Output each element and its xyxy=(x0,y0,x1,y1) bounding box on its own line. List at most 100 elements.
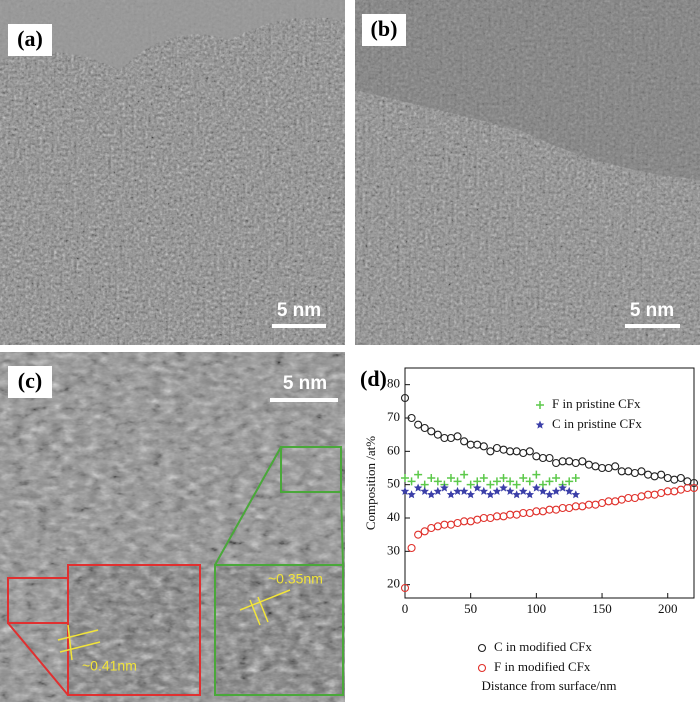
data-point xyxy=(400,583,410,593)
data-point xyxy=(571,502,580,511)
data-point xyxy=(427,490,436,499)
data-point xyxy=(506,477,515,486)
data-point xyxy=(532,470,541,479)
data-point xyxy=(538,486,548,495)
data-point xyxy=(433,522,442,531)
measure-line xyxy=(57,629,99,641)
y-tick-label: 50 xyxy=(387,476,400,491)
measure-arrow xyxy=(239,589,291,611)
data-point xyxy=(611,462,620,471)
data-point xyxy=(453,486,462,495)
data-point xyxy=(532,507,541,516)
data-point xyxy=(683,483,692,493)
data-point xyxy=(427,474,436,482)
data-point xyxy=(657,488,666,498)
data-point xyxy=(446,490,456,499)
data-point xyxy=(532,452,541,461)
measure-line xyxy=(257,596,269,623)
data-point xyxy=(512,447,521,456)
data-point xyxy=(479,474,488,482)
y-tick-label: 70 xyxy=(387,409,400,424)
data-point xyxy=(433,486,443,495)
data-point xyxy=(611,497,620,506)
data-point xyxy=(512,510,521,519)
panel-label: (c) xyxy=(18,368,42,393)
scale-bar-label: 5 nm xyxy=(630,300,674,321)
panel-label-box xyxy=(8,24,52,56)
data-point xyxy=(578,457,587,466)
y-tick-label: 30 xyxy=(387,542,400,557)
panel-label: (d) xyxy=(360,366,387,391)
data-point xyxy=(486,447,495,456)
data-point xyxy=(407,413,416,423)
data-point xyxy=(624,493,633,503)
legend-label: F in modified CFx xyxy=(494,659,591,674)
data-point xyxy=(512,480,521,489)
y-axis-label: Composition /at% xyxy=(363,436,378,530)
data-point xyxy=(552,474,561,482)
data-point xyxy=(486,480,495,489)
zoom-connector xyxy=(214,446,282,566)
panel-label-box xyxy=(8,366,52,398)
data-point xyxy=(446,474,455,482)
data-point xyxy=(414,420,423,429)
data-point xyxy=(506,447,515,456)
data-point xyxy=(552,505,561,514)
x-tick-label: 150 xyxy=(592,601,612,616)
legend-marker xyxy=(535,420,545,429)
data-point xyxy=(407,477,416,486)
data-point xyxy=(689,483,699,493)
data-point xyxy=(604,463,613,473)
x-tick-label: 0 xyxy=(402,601,409,616)
data-point xyxy=(571,490,581,499)
measure-line xyxy=(249,599,261,626)
data-point xyxy=(578,502,587,511)
legend-label: C in pristine CFx xyxy=(552,416,642,431)
data-point xyxy=(565,503,574,513)
legend-marker xyxy=(477,663,487,673)
x-tick-label: 100 xyxy=(527,601,547,616)
data-point xyxy=(499,474,508,482)
data-point xyxy=(519,508,528,518)
data-point xyxy=(459,486,469,495)
data-point xyxy=(492,512,502,521)
data-point xyxy=(637,492,646,501)
data-point xyxy=(433,430,442,439)
data-point xyxy=(650,472,659,481)
data-point xyxy=(400,486,410,495)
zoom-connector xyxy=(340,491,344,566)
data-point xyxy=(643,490,653,499)
data-point xyxy=(591,462,600,471)
data-point xyxy=(414,470,423,479)
scale-bar-label: 5 nm xyxy=(277,300,321,321)
data-point xyxy=(676,473,685,483)
data-point xyxy=(617,495,626,504)
data-point xyxy=(460,517,469,526)
data-point xyxy=(460,470,469,479)
data-point xyxy=(584,460,593,469)
data-point xyxy=(683,477,692,486)
data-point xyxy=(427,523,436,533)
data-point xyxy=(453,518,462,528)
data-point xyxy=(617,467,626,476)
data-point xyxy=(440,483,449,492)
zoom-texture xyxy=(68,565,200,695)
data-point xyxy=(440,520,449,529)
data-point xyxy=(505,486,515,495)
data-point xyxy=(525,490,535,499)
data-point xyxy=(650,490,659,499)
data-point xyxy=(624,467,633,476)
data-point xyxy=(466,517,475,526)
data-point xyxy=(473,515,482,524)
data-point xyxy=(676,485,685,494)
data-point xyxy=(597,498,607,508)
data-point xyxy=(492,486,502,495)
data-point xyxy=(479,442,488,451)
tem-texture xyxy=(0,0,345,345)
zoom-source-box xyxy=(280,446,342,493)
data-point xyxy=(479,513,488,523)
data-point xyxy=(427,427,436,436)
data-point xyxy=(670,475,679,484)
data-point xyxy=(565,477,574,486)
data-point xyxy=(545,490,554,499)
